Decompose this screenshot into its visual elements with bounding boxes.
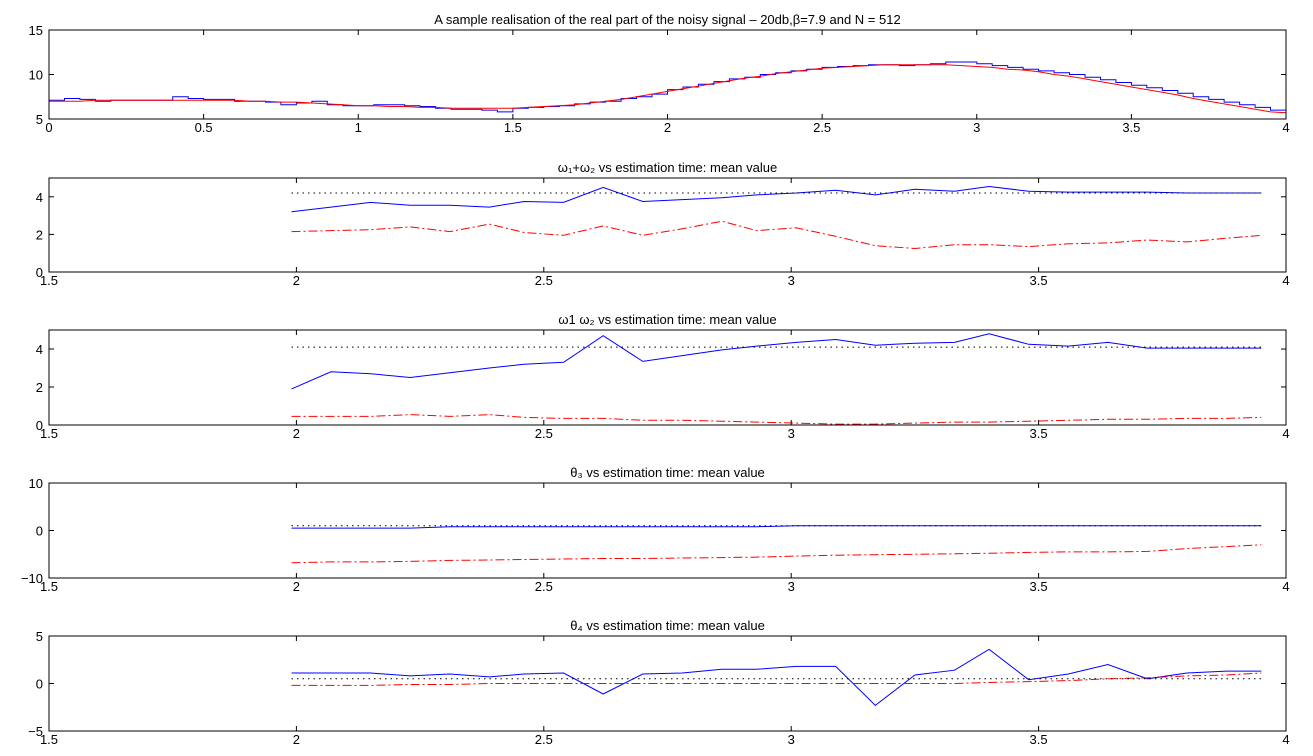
axes-frame <box>48 482 1287 579</box>
x-tick-label: 3.5 <box>1030 732 1048 747</box>
series-line-1 <box>291 185 1262 213</box>
x-tick-label: 4 <box>1282 426 1289 441</box>
x-tick-label: 1.5 <box>40 273 58 288</box>
x-tick-label: 2.5 <box>535 426 553 441</box>
x-tick-label: 2.5 <box>535 732 553 747</box>
panel-5: θ₄ vs estimation time: mean value 1.5 2 2.5… <box>28 618 1289 747</box>
x-tick-label: 4 <box>1282 120 1289 135</box>
x-tick-label: 3 <box>788 273 795 288</box>
series-line-2 <box>291 414 1262 425</box>
x-tick-label: 2.5 <box>813 120 831 135</box>
y-tick-label: 10 <box>29 476 43 491</box>
x-tick-label: 3.5 <box>1030 579 1048 594</box>
y-tick-label: 0 <box>36 524 43 539</box>
x-tick-label: 2 <box>664 120 671 135</box>
x-tick-label: 2 <box>293 426 300 441</box>
panel-3: ω1 ω₂ vs estimation time: mean value 1.5 2… <box>36 312 1290 441</box>
x-tick-label: 1.5 <box>40 426 58 441</box>
axes-frame <box>48 29 1287 120</box>
panel-title: A sample realisation of the real part of… <box>434 12 900 27</box>
x-tick-label: 1.5 <box>40 732 58 747</box>
series-line-1 <box>291 333 1262 390</box>
series-line-2 <box>291 220 1262 250</box>
y-tick-label: 15 <box>29 23 43 38</box>
x-tick-label: 3 <box>973 120 980 135</box>
x-tick-label: 0 <box>45 120 52 135</box>
panel-title: θ₄ vs estimation time: mean value <box>570 618 765 633</box>
x-tick-label: 2 <box>293 579 300 594</box>
x-tick-label: 3 <box>788 426 795 441</box>
x-tick-label: 2.5 <box>535 273 553 288</box>
y-tick-label: 0 <box>36 418 43 433</box>
x-tick-label: 2 <box>293 732 300 747</box>
y-tick-label: 4 <box>36 342 43 357</box>
y-tick-label: 5 <box>36 629 43 644</box>
axes-frame <box>48 329 1287 426</box>
x-tick-label: 1.5 <box>504 120 522 135</box>
series-line-2 <box>291 672 1262 686</box>
panel-title: ω₁+ω₂ vs estimation time: mean value <box>558 160 777 175</box>
x-tick-label: 1.5 <box>40 579 58 594</box>
x-tick-label: 4 <box>1282 732 1289 747</box>
x-tick-label: 2.5 <box>535 579 553 594</box>
series-line-1 <box>49 61 1286 113</box>
x-tick-label: 2 <box>293 273 300 288</box>
x-tick-label: 1 <box>355 120 362 135</box>
x-tick-label: 4 <box>1282 273 1289 288</box>
series-line-2 <box>291 544 1262 564</box>
x-tick-label: 3 <box>788 579 795 594</box>
y-tick-label: 0 <box>36 677 43 692</box>
x-tick-label: 3.5 <box>1030 426 1048 441</box>
x-tick-label: 0.5 <box>195 120 213 135</box>
y-tick-label: −5 <box>28 724 43 739</box>
series-line-2 <box>49 64 1286 114</box>
y-tick-label: 5 <box>36 112 43 127</box>
y-tick-label: 2 <box>36 380 43 395</box>
x-tick-label: 4 <box>1282 579 1289 594</box>
panel-title: θ₃ vs estimation time: mean value <box>570 465 765 480</box>
x-tick-label: 3.5 <box>1122 120 1140 135</box>
series-line-1 <box>291 648 1262 707</box>
panel-title: ω1 ω₂ vs estimation time: mean value <box>558 312 776 327</box>
axes-frame <box>48 177 1287 273</box>
y-tick-label: 2 <box>36 227 43 242</box>
y-tick-label: 10 <box>29 68 43 83</box>
y-tick-label: 0 <box>36 265 43 280</box>
panel-1: A sample realisation of the real part of… <box>29 12 1290 135</box>
x-tick-label: 3.5 <box>1030 273 1048 288</box>
panel-2: ω₁+ω₂ vs estimation time: mean value 1.5 2… <box>36 160 1290 288</box>
y-tick-label: −10 <box>21 571 43 586</box>
y-tick-label: 4 <box>36 190 43 205</box>
x-tick-label: 3 <box>788 732 795 747</box>
panel-4: θ₃ vs estimation time: mean value 1.5 2 2.5… <box>21 465 1290 594</box>
